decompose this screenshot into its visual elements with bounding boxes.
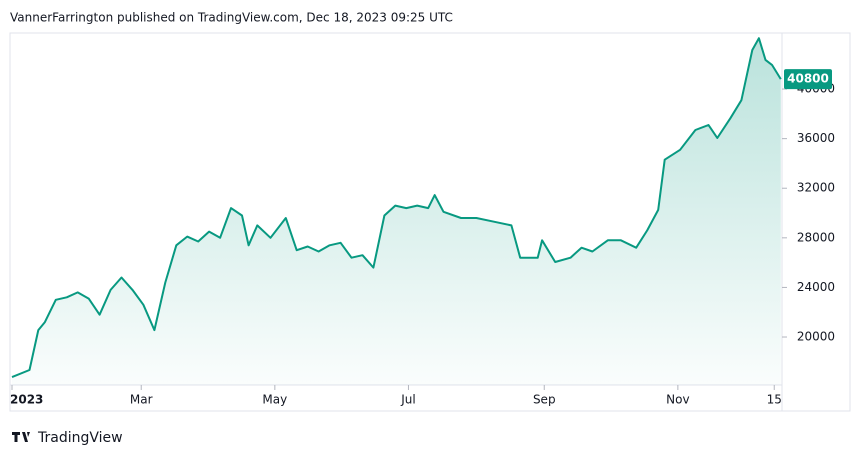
last-price-label: 40800 — [787, 72, 829, 86]
y-tick-label: 28000 — [797, 230, 835, 244]
x-tick-label: 15 — [767, 393, 782, 407]
x-tick-label: Sep — [533, 393, 556, 407]
x-tick-label: Nov — [666, 393, 689, 407]
x-tick-label: May — [262, 393, 287, 407]
logo: TradingView — [12, 430, 123, 446]
x-tick-label: Jul — [400, 393, 415, 407]
y-tick-label: 20000 — [797, 330, 835, 344]
y-tick-label: 24000 — [797, 280, 835, 294]
y-tick-label: 32000 — [797, 181, 835, 195]
attribution: VannerFarrington published on TradingVie… — [10, 11, 453, 25]
branding: TradingView — [37, 430, 123, 446]
area-fill — [12, 38, 781, 385]
x-tick-label: 2023 — [10, 393, 43, 407]
chart-frame — [9, 32, 851, 412]
x-tick-label: Mar — [130, 393, 153, 407]
last-price-box — [784, 69, 832, 90]
y-tick-label: 36000 — [797, 131, 835, 145]
price-line — [11, 37, 782, 379]
